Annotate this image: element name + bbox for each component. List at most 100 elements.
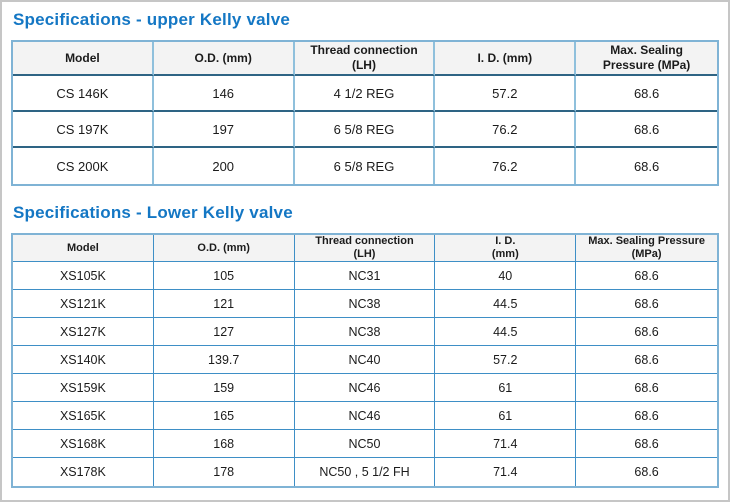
column-header-line: O.D. (mm): [197, 241, 250, 254]
table-row: CS 146K 146 4 1/2 REG 57.2 68.6: [13, 76, 717, 112]
column-header-max-sealing-pressure-mpa: Max. Sealing Pressure (MPa): [576, 235, 717, 263]
cell-model: XS140K: [13, 346, 154, 375]
cell-od-mm: 165: [153, 402, 295, 431]
cell-model: XS105K: [13, 262, 154, 291]
column-header-thread-connection-lh: Thread connection (LH): [294, 235, 436, 263]
cell-thread-connection-lh: NC46: [294, 374, 436, 403]
column-header-line: Thread connection: [310, 43, 418, 57]
cell-max-sealing-pressure-mpa: 68.6: [576, 318, 717, 347]
header-row: Model O.D. (mm) Thread connection (LH) I. D.…: [13, 235, 717, 263]
table-row: XS127K 127 NC38 44.5 68.6: [13, 318, 717, 347]
cell-id-mm: 61: [435, 402, 577, 431]
cell-id-mm: 71.4: [435, 458, 577, 487]
cell-model: XS121K: [13, 290, 154, 319]
cell-id-mm: 76.2: [435, 112, 577, 148]
cell-thread-connection-lh: NC38: [294, 290, 436, 319]
cell-model: XS127K: [13, 318, 154, 347]
upper-kelly-valve-title: Specifications - upper Kelly valve: [13, 10, 291, 29]
cell-od-mm: 178: [153, 458, 295, 487]
column-header-line: Model: [67, 241, 99, 254]
column-header-model: Model: [13, 235, 154, 263]
cell-thread-connection-lh: NC50: [294, 430, 436, 459]
cell-thread-connection-lh: 6 5/8 REG: [294, 148, 436, 184]
column-header-line: (MPa): [631, 248, 662, 261]
column-header-od-mm: O.D. (mm): [153, 235, 295, 263]
column-header-line: O.D. (mm): [194, 50, 252, 65]
table-row: CS 200K 200 6 5/8 REG 76.2 68.6: [13, 148, 717, 184]
cell-model: XS159K: [13, 374, 154, 403]
column-header-od-mm: O.D. (mm): [153, 42, 295, 76]
cell-id-mm: 44.5: [435, 318, 577, 347]
table-row: CS 197K 197 6 5/8 REG 76.2 68.6: [13, 112, 717, 148]
cell-model: XS178K: [13, 458, 154, 487]
cell-id-mm: 57.2: [435, 76, 577, 112]
cell-id-mm: 44.5: [435, 290, 577, 319]
cell-max-sealing-pressure-mpa: 68.6: [576, 112, 717, 148]
cell-max-sealing-pressure-mpa: 68.6: [576, 458, 717, 487]
upper-kelly-valve-table: Model O.D. (mm) Thread connection (LH) I. D.…: [11, 40, 719, 186]
table-row: XS140K 139.7 NC40 57.2 68.6: [13, 346, 717, 375]
column-header-id-mm: I. D. (mm): [435, 42, 577, 76]
cell-od-mm: 168: [153, 430, 295, 459]
header-row: Model O.D. (mm) Thread connection (LH) I. D.…: [13, 42, 717, 76]
cell-od-mm: 200: [153, 148, 295, 184]
column-header-line: Max. Sealing: [610, 43, 683, 57]
column-header-id-mm: I. D. (mm): [435, 235, 577, 263]
cell-model: XS165K: [13, 402, 154, 431]
cell-thread-connection-lh: 6 5/8 REG: [294, 112, 436, 148]
cell-model: CS 146K: [13, 76, 154, 112]
cell-id-mm: 40: [435, 262, 577, 291]
column-header-line: I. D. (mm): [477, 50, 533, 65]
table-header-row: Model O.D. (mm) Thread connection (LH) I. D.…: [13, 42, 717, 76]
cell-od-mm: 121: [153, 290, 295, 319]
cell-max-sealing-pressure-mpa: 68.6: [576, 148, 717, 184]
cell-thread-connection-lh: 4 1/2 REG: [294, 76, 436, 112]
lower-kelly-valve-table: Model O.D. (mm) Thread connection (LH) I. D.…: [11, 233, 719, 489]
cell-max-sealing-pressure-mpa: 68.6: [576, 402, 717, 431]
table-header-row: Model O.D. (mm) Thread connection (LH) I. D.…: [13, 235, 717, 263]
cell-thread-connection-lh: NC31: [294, 262, 436, 291]
column-header-line: Max. Sealing Pressure: [588, 235, 705, 247]
table-body: CS 146K 146 4 1/2 REG 57.2 68.6 CS 197K 197 6 5…: [13, 76, 717, 184]
column-header-line: I. D.: [495, 235, 516, 247]
cell-id-mm: 71.4: [435, 430, 577, 459]
cell-od-mm: 146: [153, 76, 295, 112]
cell-thread-connection-lh: NC46: [294, 402, 436, 431]
cell-model: XS168K: [13, 430, 154, 459]
column-header-line: (mm): [491, 248, 519, 261]
cell-max-sealing-pressure-mpa: 68.6: [576, 430, 717, 459]
cell-id-mm: 57.2: [435, 346, 577, 375]
cell-thread-connection-lh: NC38: [294, 318, 436, 347]
cell-od-mm: 197: [153, 112, 295, 148]
column-header-thread-connection-lh: Thread connection (LH): [294, 42, 436, 76]
column-header-model: Model: [13, 42, 154, 76]
cell-thread-connection-lh: NC40: [294, 346, 436, 375]
column-header-line: Pressure (MPa): [602, 58, 691, 72]
cell-od-mm: 127: [153, 318, 295, 347]
table-row: XS121K 121 NC38 44.5 68.6: [13, 290, 717, 319]
column-header-line: Model: [65, 50, 100, 65]
lower-kelly-valve-title: Specifications - Lower Kelly valve: [13, 203, 293, 222]
table-body: XS105K 105 NC31 40 68.6 XS121K 121 NC38 44.5 68.6…: [13, 262, 717, 487]
column-header-line: (LH): [353, 248, 376, 261]
cell-od-mm: 139.7: [153, 346, 295, 375]
cell-max-sealing-pressure-mpa: 68.6: [576, 346, 717, 375]
cell-max-sealing-pressure-mpa: 68.6: [576, 290, 717, 319]
cell-id-mm: 61: [435, 374, 577, 403]
table-row: XS178K 178 NC50 , 5 1/2 FH 71.4 68.6: [13, 458, 717, 487]
cell-od-mm: 159: [153, 374, 295, 403]
column-header-line: (LH): [351, 58, 376, 72]
table-row: XS168K 168 NC50 71.4 68.6: [13, 430, 717, 459]
cell-model: CS 197K: [13, 112, 154, 148]
cell-max-sealing-pressure-mpa: 68.6: [576, 374, 717, 403]
cell-model: CS 200K: [13, 148, 154, 184]
cell-max-sealing-pressure-mpa: 68.6: [576, 262, 717, 291]
table-row: XS159K 159 NC46 61 68.6: [13, 374, 717, 403]
cell-thread-connection-lh: NC50 , 5 1/2 FH: [294, 458, 436, 487]
table-row: XS105K 105 NC31 40 68.6: [13, 262, 717, 291]
cell-max-sealing-pressure-mpa: 68.6: [576, 76, 717, 112]
column-header-max-sealing-pressure-mpa: Max. Sealing Pressure (MPa): [576, 42, 717, 76]
cell-od-mm: 105: [153, 262, 295, 291]
table-row: XS165K 165 NC46 61 68.6: [13, 402, 717, 431]
